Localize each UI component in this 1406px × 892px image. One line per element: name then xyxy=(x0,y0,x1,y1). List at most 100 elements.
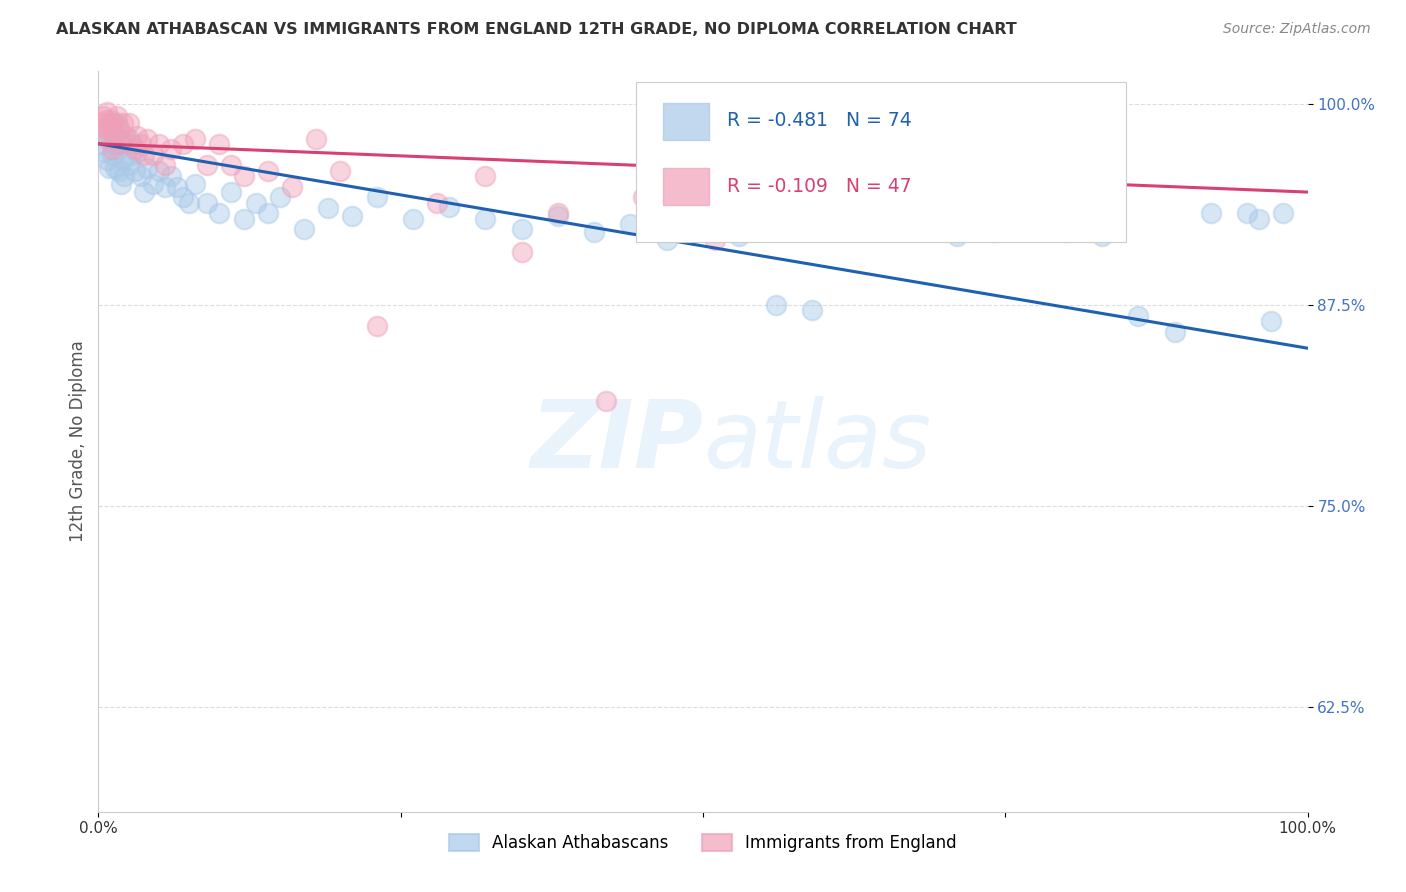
Point xyxy=(1272,206,1295,220)
Point xyxy=(366,318,388,333)
Point xyxy=(148,136,170,151)
Point xyxy=(195,196,218,211)
Point xyxy=(124,164,146,178)
Point xyxy=(129,169,152,183)
Point xyxy=(114,128,136,143)
Point xyxy=(112,169,135,183)
Point xyxy=(160,169,183,183)
Point xyxy=(94,128,117,143)
Point xyxy=(668,177,690,191)
Point xyxy=(104,161,127,175)
Point xyxy=(135,161,157,175)
Point xyxy=(946,228,969,243)
Point xyxy=(118,116,141,130)
Point xyxy=(221,158,243,172)
Text: R = -0.481   N = 74: R = -0.481 N = 74 xyxy=(727,112,912,130)
Point xyxy=(981,225,1004,239)
Point xyxy=(121,136,143,151)
Point xyxy=(366,190,388,204)
Point xyxy=(166,180,188,194)
Point xyxy=(108,136,131,151)
Point xyxy=(1091,228,1114,243)
Point xyxy=(98,120,121,135)
Legend: Alaskan Athabascans, Immigrants from England: Alaskan Athabascans, Immigrants from Eng… xyxy=(443,828,963,859)
Point xyxy=(100,132,122,146)
Y-axis label: 12th Grade, No Diploma: 12th Grade, No Diploma xyxy=(69,341,87,542)
Point xyxy=(134,185,156,199)
Point xyxy=(1249,212,1271,227)
Point xyxy=(208,206,231,220)
FancyBboxPatch shape xyxy=(664,168,709,204)
Point xyxy=(96,153,118,167)
Point xyxy=(100,112,122,127)
Point xyxy=(107,142,129,156)
Point xyxy=(510,244,533,259)
Point xyxy=(547,206,569,220)
Point xyxy=(437,200,460,214)
Point xyxy=(619,217,641,231)
Point xyxy=(100,116,122,130)
Point xyxy=(728,228,751,243)
Point xyxy=(583,225,606,239)
Point xyxy=(98,161,121,175)
Point xyxy=(245,196,267,211)
Point xyxy=(111,116,134,130)
Point xyxy=(142,177,165,191)
Point xyxy=(184,132,207,146)
Point xyxy=(148,164,170,178)
Point xyxy=(316,201,339,215)
Point xyxy=(160,142,183,156)
Point xyxy=(135,132,157,146)
Point xyxy=(142,148,165,162)
Point xyxy=(111,153,134,167)
Point xyxy=(269,190,291,204)
Point xyxy=(153,180,176,194)
Text: Source: ZipAtlas.com: Source: ZipAtlas.com xyxy=(1223,22,1371,37)
Point xyxy=(195,158,218,172)
Point xyxy=(184,177,207,191)
Point xyxy=(91,136,114,151)
Point xyxy=(547,209,569,223)
Point xyxy=(292,222,315,236)
Point xyxy=(910,222,932,236)
Point xyxy=(110,177,132,191)
Point xyxy=(1163,325,1185,339)
Point xyxy=(93,145,115,159)
Point xyxy=(101,126,124,140)
FancyBboxPatch shape xyxy=(637,82,1126,242)
Point xyxy=(153,158,176,172)
Text: ALASKAN ATHABASCAN VS IMMIGRANTS FROM ENGLAND 12TH GRADE, NO DIPLOMA CORRELATION: ALASKAN ATHABASCAN VS IMMIGRANTS FROM EN… xyxy=(56,22,1017,37)
Point xyxy=(426,196,449,211)
Point xyxy=(91,110,114,124)
Point xyxy=(97,132,120,146)
Point xyxy=(103,136,125,151)
Point xyxy=(118,158,141,172)
Point xyxy=(114,136,136,151)
Point xyxy=(179,196,201,211)
Point xyxy=(172,136,194,151)
Point xyxy=(232,169,254,183)
Point xyxy=(108,132,131,146)
Point xyxy=(474,169,496,183)
Point xyxy=(1018,206,1040,220)
Point xyxy=(837,212,859,227)
Point xyxy=(631,190,654,204)
Point xyxy=(256,164,278,178)
Point xyxy=(510,222,533,236)
Text: ZIP: ZIP xyxy=(530,395,703,488)
Point xyxy=(103,128,125,143)
Point xyxy=(127,145,149,159)
Point xyxy=(329,164,352,178)
Point xyxy=(221,185,243,199)
Point xyxy=(474,212,496,227)
Point xyxy=(124,142,146,156)
Point xyxy=(108,120,131,135)
Point xyxy=(101,116,124,130)
Point xyxy=(1260,314,1282,328)
Point xyxy=(105,116,128,130)
Point xyxy=(1199,206,1222,220)
Point xyxy=(232,212,254,227)
Point xyxy=(873,212,896,227)
Point xyxy=(281,180,304,194)
Point xyxy=(305,132,328,146)
